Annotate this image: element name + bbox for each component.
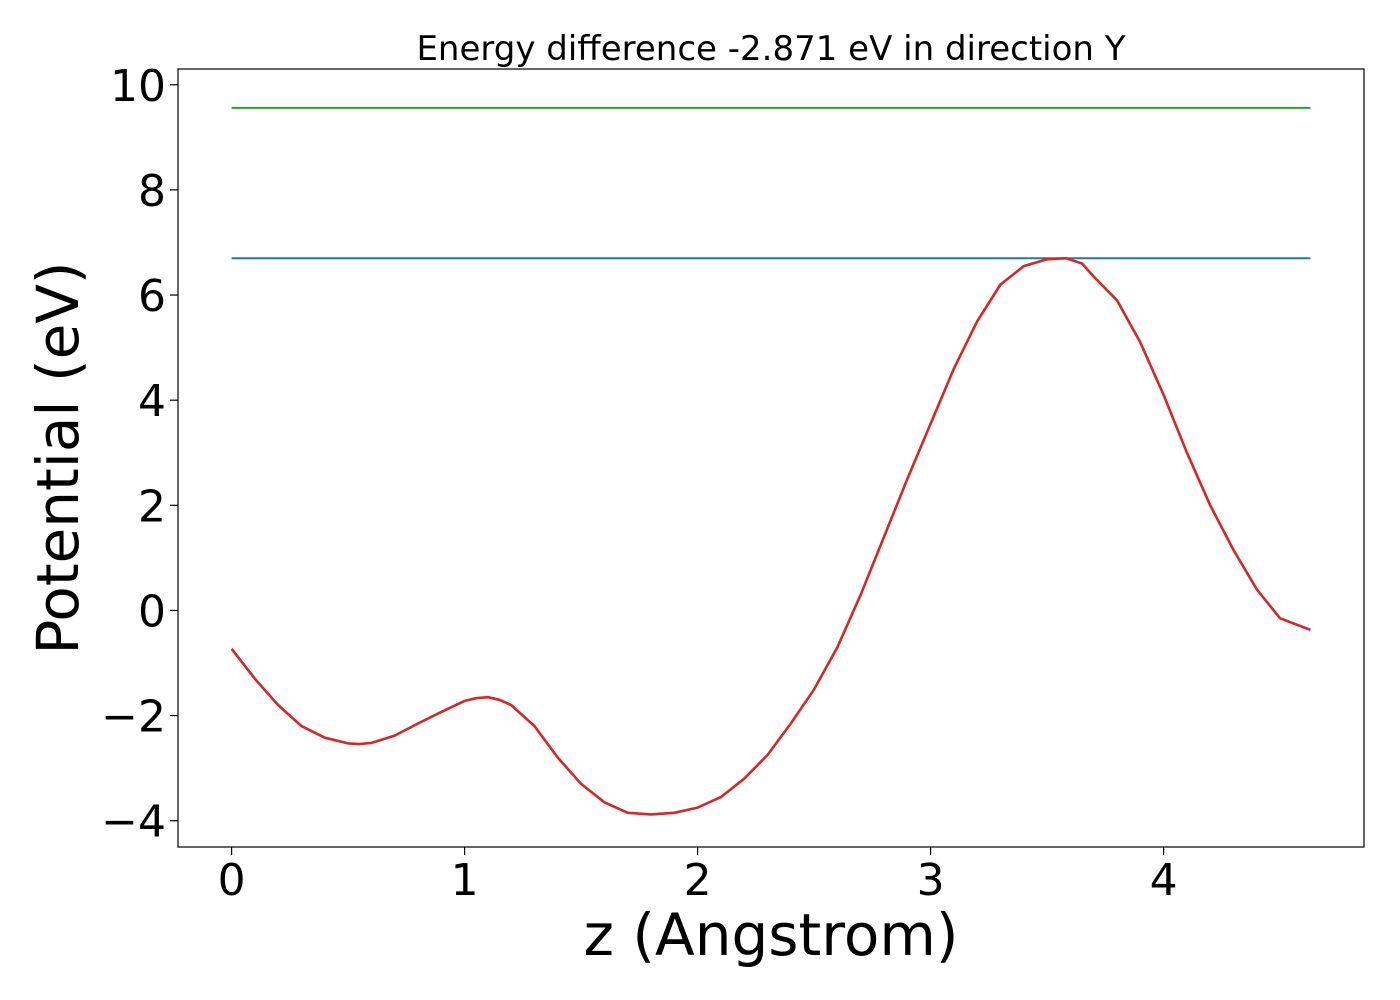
y-tick-label: 0 <box>138 586 166 637</box>
y-axis-ticks: −4 −2 0 2 4 6 8 10 <box>101 61 178 848</box>
x-axis-ticks: 0 1 2 3 4 <box>218 847 1178 906</box>
series-line-3 <box>230 256 1311 816</box>
y-tick-label: 6 <box>138 271 166 322</box>
y-tick-label: 4 <box>138 376 166 427</box>
x-axis-title: z (Angstrom) <box>584 901 959 969</box>
y-tick-label: −4 <box>101 797 166 848</box>
x-tick-label: 3 <box>917 855 945 906</box>
y-tick-label: 2 <box>138 481 166 532</box>
x-tick-label: 2 <box>684 855 712 906</box>
y-tick-label: −2 <box>101 692 166 743</box>
x-tick-label: 0 <box>218 855 246 906</box>
series-layer <box>230 106 1311 816</box>
x-tick-label: 4 <box>1150 855 1178 906</box>
plot-area <box>177 68 1365 848</box>
y-tick-label: 10 <box>110 61 166 112</box>
chart-title: Energy difference -2.871 eV in direction… <box>416 29 1125 69</box>
y-axis-title: Potential (eV) <box>24 261 92 654</box>
y-tick-label: 8 <box>138 166 166 217</box>
x-tick-label: 1 <box>451 855 479 906</box>
